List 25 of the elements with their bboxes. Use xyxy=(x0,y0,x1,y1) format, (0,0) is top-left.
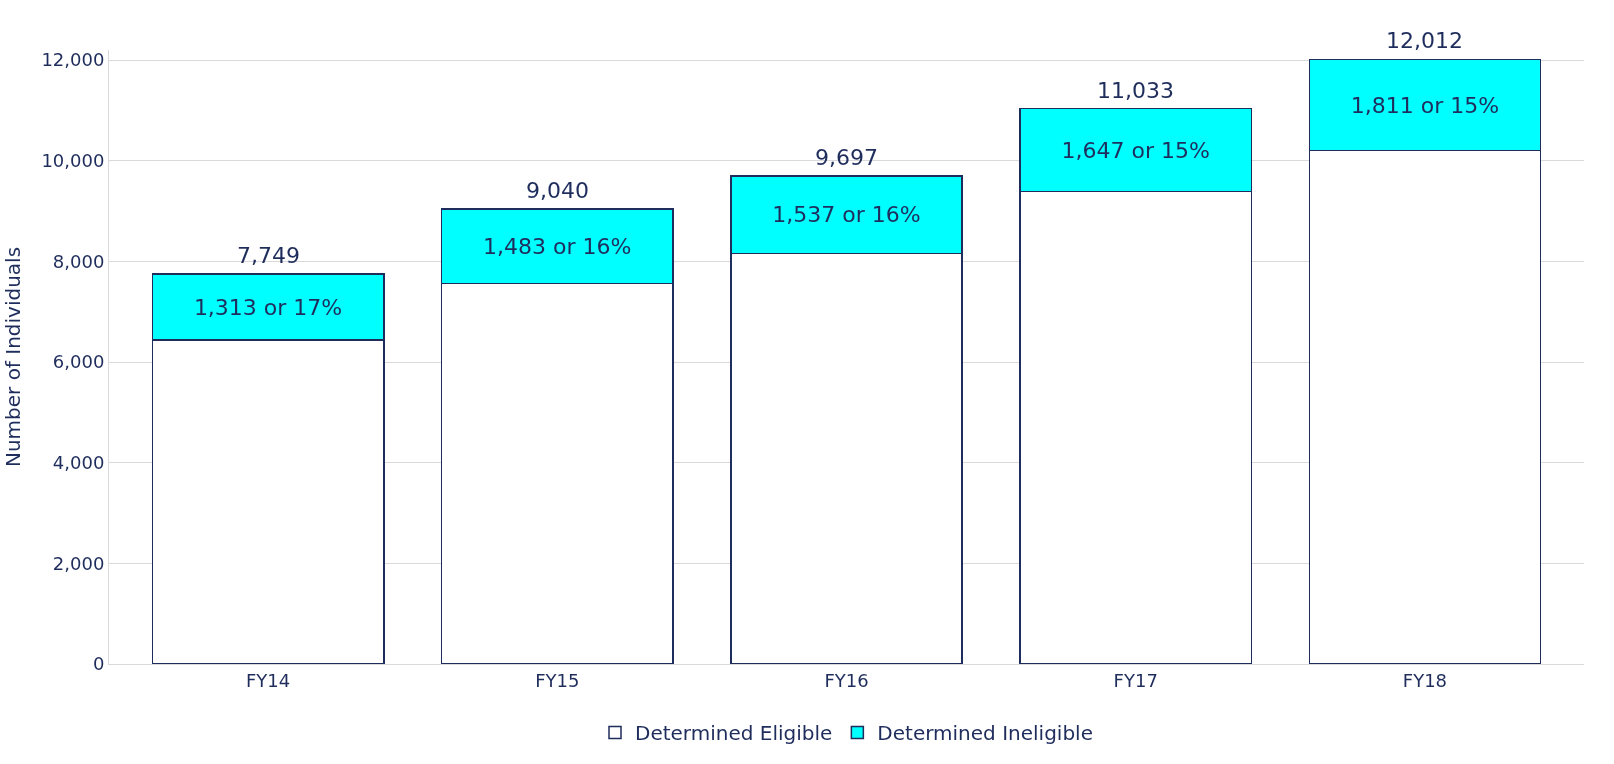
y-axis-title: Number of Individuals xyxy=(0,246,25,468)
y-tick-label: 0 xyxy=(92,653,105,675)
data-label: 1,537 or 16% xyxy=(772,202,921,228)
legend-label: Determined Eligible xyxy=(635,721,833,746)
x-tick-label: FY15 xyxy=(535,669,580,691)
y-tick-label: 6,000 xyxy=(52,351,105,373)
y-tick-label: 8,000 xyxy=(52,250,105,272)
data-label: 1,483 or 16% xyxy=(483,233,632,259)
x-tick-label: FY17 xyxy=(1113,669,1158,691)
legend-label: Determined Ineligible xyxy=(877,721,1093,746)
data-label: 1,811 or 15% xyxy=(1350,92,1500,118)
data-label: 1,313 or 17% xyxy=(193,294,343,320)
y-tick-label: 2,000 xyxy=(52,552,105,574)
y-tick-label: 12,000 xyxy=(41,49,105,71)
data-label: 1,647 or 15% xyxy=(1061,137,1210,163)
x-tick-label: FY18 xyxy=(1402,669,1448,691)
y-tick-label: 4,000 xyxy=(52,451,105,473)
x-tick-label: FY16 xyxy=(824,669,869,691)
total-label: 7,749 xyxy=(237,243,300,268)
y-tick-label: 10,000 xyxy=(41,150,105,172)
total-label: 12,012 xyxy=(1386,28,1463,53)
total-label: 9,697 xyxy=(815,145,878,170)
total-label: 9,040 xyxy=(526,178,589,203)
x-tick-label: FY14 xyxy=(245,669,291,691)
total-label: 11,033 xyxy=(1097,78,1174,103)
